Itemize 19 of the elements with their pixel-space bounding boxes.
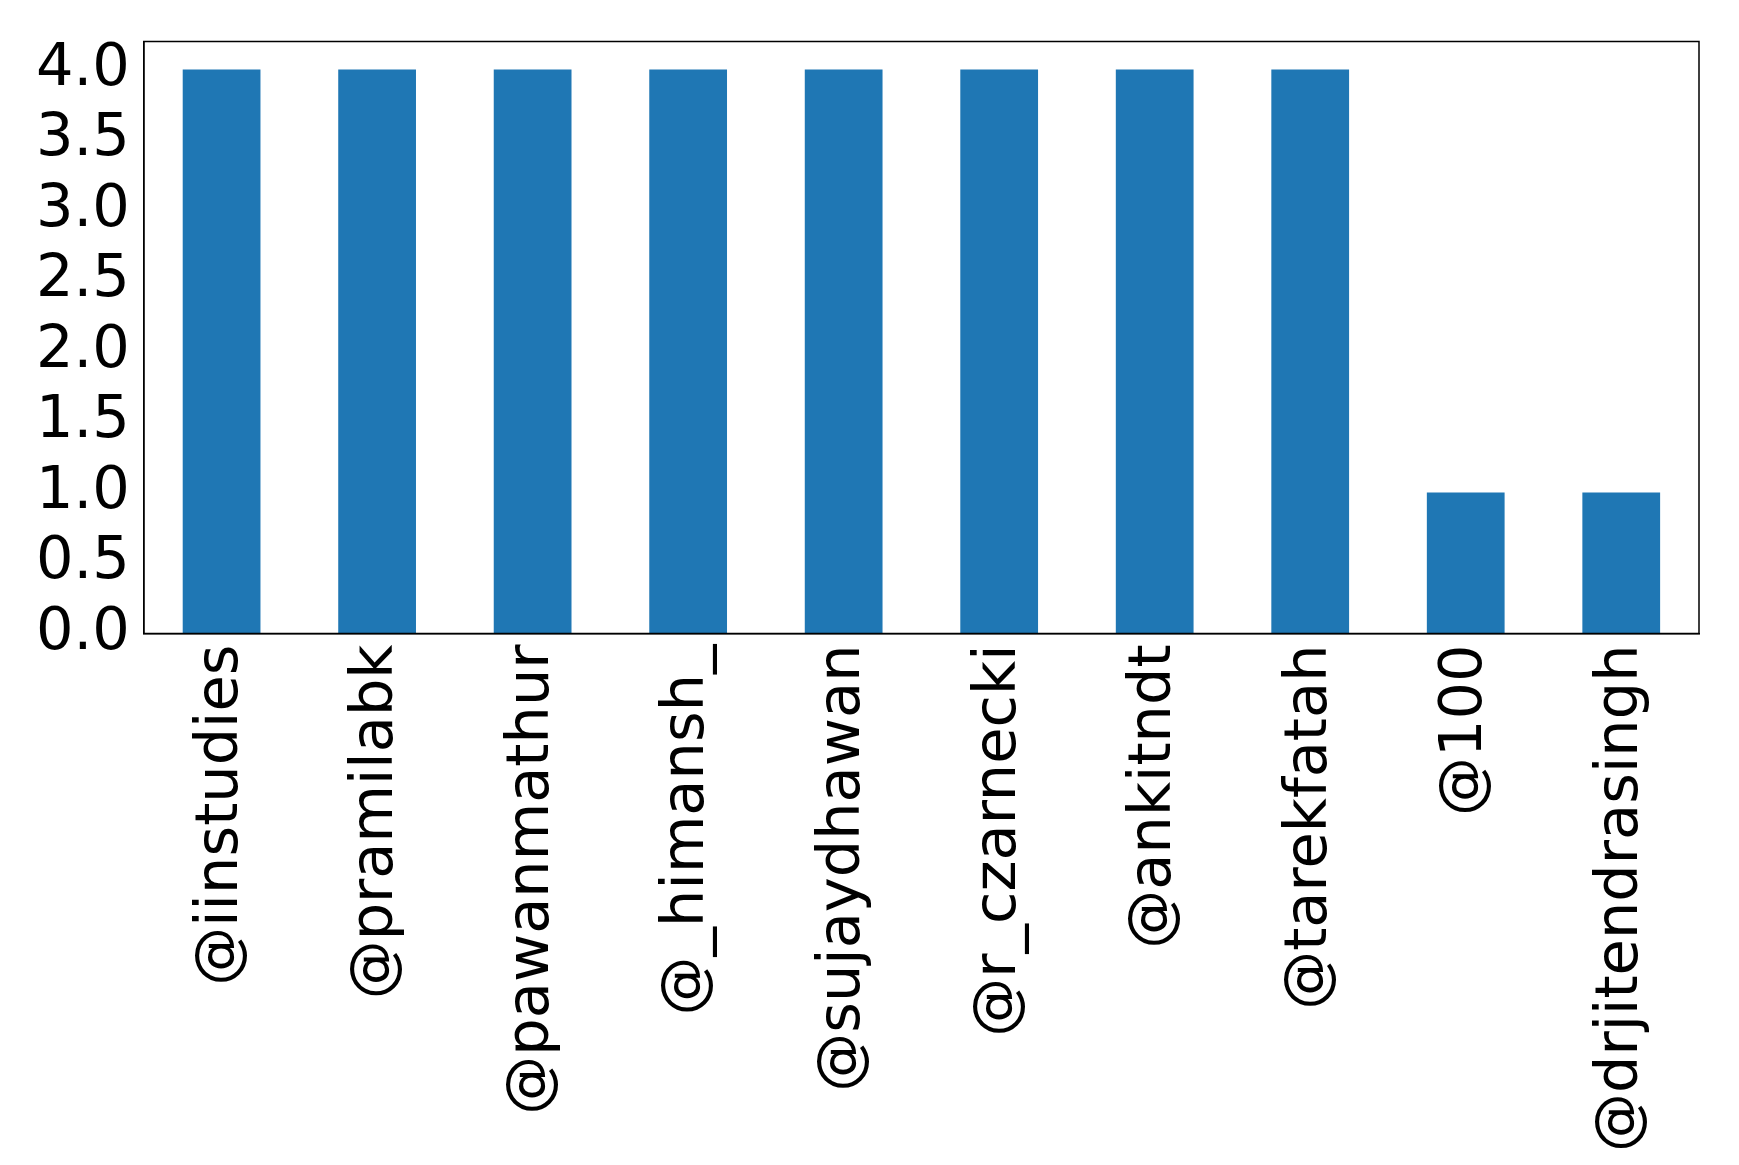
x-tick-label: @sujaydhawan: [803, 644, 873, 1092]
y-tick-label: 4.0: [35, 29, 130, 99]
x-tick-label: @r_czarnecki: [959, 644, 1029, 1037]
y-tick-label: 3.5: [35, 100, 130, 170]
y-tick-label: 0.0: [35, 593, 130, 663]
y-tick-label: 2.5: [35, 241, 130, 311]
x-tick-label: @100: [1426, 644, 1496, 817]
x-tick-label: @pramilabk: [337, 644, 407, 1000]
y-tick-label: 0.5: [35, 523, 130, 593]
y-tick-label: 1.0: [35, 452, 130, 522]
y-tick-label: 1.5: [35, 382, 130, 452]
x-tick-label: @drjitendrasingh: [1581, 644, 1651, 1153]
x-tick-label: @ankitndt: [1115, 644, 1185, 949]
x-tick-label: @iinstudies: [181, 644, 251, 986]
x-tick-label: @_himansh_: [648, 642, 718, 1016]
x-tick-label: @tarekfatah: [1270, 644, 1340, 1010]
y-tick-label: 2.0: [35, 311, 130, 381]
y-tick-label: 3.0: [35, 170, 130, 240]
x-tick-label: @pawanmathur: [492, 643, 562, 1115]
